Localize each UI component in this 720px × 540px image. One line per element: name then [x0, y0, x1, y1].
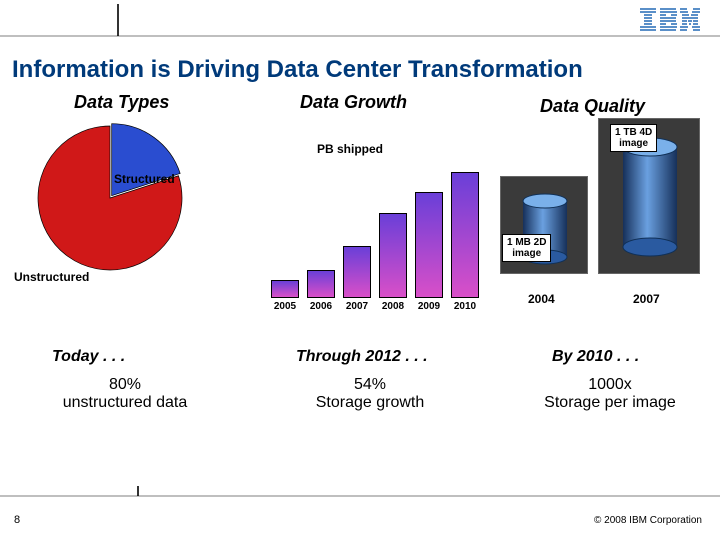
- bar-chart: PB shipped 2005 2006 2007 2008 2009 2010: [265, 126, 485, 326]
- caption-quality: 1000x Storage per image: [520, 376, 700, 412]
- col-title-quality: Data Quality: [540, 96, 645, 117]
- pie-label-unstructured: Unstructured: [12, 270, 91, 284]
- pie-chart: Structured Unstructured: [30, 126, 220, 326]
- bar-x-label: 2010: [451, 301, 479, 312]
- bar-x-label: 2008: [379, 301, 407, 312]
- sub-label-growth: Through 2012 . . .: [296, 348, 428, 366]
- caption-types: 80% unstructured data: [50, 376, 200, 412]
- quality-panel: 1 MB 2D image 1 TB 4D image 2004 2007: [500, 126, 700, 336]
- bar: [415, 192, 443, 298]
- bar: [343, 246, 371, 298]
- pie-svg: [25, 116, 195, 286]
- col-title-types: Data Types: [74, 92, 169, 113]
- quality-callout-2007: 1 TB 4D image: [610, 124, 657, 152]
- footer-deco-line: [0, 486, 720, 506]
- bar-x-label: 2009: [415, 301, 443, 312]
- bar-x-label: 2006: [307, 301, 335, 312]
- quality-year-2004: 2004: [528, 292, 555, 306]
- header-bar: [0, 0, 720, 46]
- pie-label-structured: Structured: [114, 172, 175, 186]
- quality-callout-2004: 1 MB 2D image: [502, 234, 551, 262]
- bar: [379, 213, 407, 298]
- copyright: © 2008 IBM Corporation: [594, 515, 702, 526]
- quality-year-2007: 2007: [633, 292, 660, 306]
- sub-label-quality: By 2010 . . .: [552, 348, 639, 366]
- bar-chart-title: PB shipped: [317, 142, 383, 156]
- bar: [451, 172, 479, 298]
- sub-label-types: Today . . .: [52, 348, 125, 366]
- ibm-logo: [640, 8, 700, 32]
- bar-x-label: 2007: [343, 301, 371, 312]
- bar-x-axis: 2005 2006 2007 2008 2009 2010: [271, 301, 479, 312]
- bar-x-label: 2005: [271, 301, 299, 312]
- bar: [307, 270, 335, 298]
- col-title-growth: Data Growth: [300, 92, 407, 113]
- slide-root: Information is Driving Data Center Trans…: [0, 0, 720, 540]
- caption-growth: 54% Storage growth: [290, 376, 450, 412]
- header-deco-line: [0, 0, 720, 46]
- bar-series: [271, 168, 479, 298]
- bar: [271, 280, 299, 298]
- page-number: 8: [14, 514, 20, 526]
- slide-title: Information is Driving Data Center Trans…: [12, 56, 583, 84]
- ibm-logo-icon: [640, 8, 700, 32]
